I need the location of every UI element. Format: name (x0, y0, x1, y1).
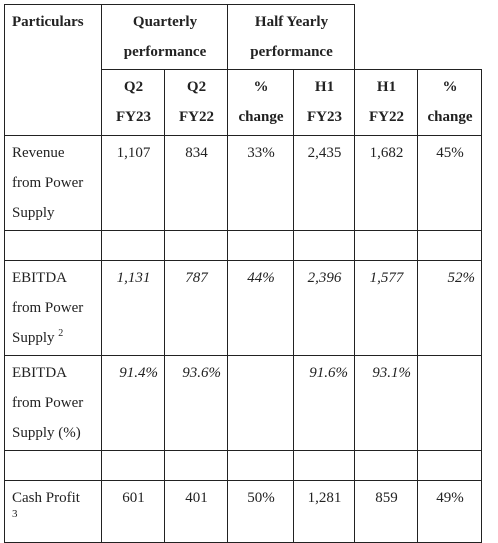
row-label: Revenue from Power Supply (4, 135, 102, 231)
empty-cell (227, 230, 294, 261)
table-cell (417, 355, 482, 451)
empty-cell (164, 230, 228, 261)
empty-cell (4, 230, 102, 261)
empty-cell (227, 450, 294, 481)
footnote-marker: 3 (12, 508, 18, 520)
table-cell: 1,682 (354, 135, 418, 231)
table-cell: 401 (164, 480, 228, 543)
table-cell: 1,281 (293, 480, 355, 543)
footnote-marker: 2 (58, 328, 64, 339)
row-label: EBITDA from Power Supply (%) (4, 355, 102, 451)
col-header-h1-fy23: H1 FY23 (293, 69, 355, 136)
header-row-columns: Q2 FY23 Q2 FY22 % change H1 FY23 H1 FY22… (5, 69, 482, 136)
table-row-spacer (4, 450, 482, 481)
row-label: EBITDA from Power Supply (12, 270, 84, 346)
row-label-cell: EBITDA from Power Supply 2 (4, 260, 102, 356)
table-cell: 1,107 (101, 135, 165, 231)
table-cell: 1,577 (354, 260, 418, 356)
header-row-groups: Particulars Quarterly performance Half Y… (4, 4, 482, 136)
table-cell: 1,131 (101, 260, 165, 356)
financial-table-container: Particulars Quarterly performance Half Y… (4, 4, 482, 543)
row-label-cell: Cash Profit 3 (4, 480, 102, 543)
col-header-h1-fy22: H1 FY22 (354, 69, 418, 136)
empty-cell (417, 230, 482, 261)
table-row-ebitda: EBITDA from Power Supply 2 1,131 787 44%… (4, 260, 482, 356)
header-quarterly-performance: Quarterly performance (101, 4, 228, 70)
row-label: Cash Profit (12, 490, 80, 506)
table-cell: 49% (417, 480, 482, 543)
empty-cell (4, 450, 102, 481)
header-half-yearly-performance: Half Yearly performance (227, 4, 355, 70)
col-header-h-change: % change (417, 69, 482, 136)
table-cell: 834 (164, 135, 228, 231)
table-row-ebitda-percent: EBITDA from Power Supply (%) 91.4% 93.6%… (4, 355, 482, 451)
header-empty-cell (418, 5, 482, 70)
empty-cell (164, 450, 228, 481)
table-cell: 2,435 (293, 135, 355, 231)
table-cell: 45% (417, 135, 482, 231)
table-cell: 601 (101, 480, 165, 543)
table-cell: 91.4% (101, 355, 165, 451)
table-row-spacer (4, 230, 482, 261)
col-header-q2-fy22: Q2 FY22 (164, 69, 228, 136)
table-cell (227, 355, 294, 451)
table-cell: 859 (354, 480, 418, 543)
empty-cell (101, 450, 165, 481)
header-particulars: Particulars (4, 4, 102, 136)
financial-performance-table: Particulars Quarterly performance Half Y… (4, 4, 482, 543)
empty-cell (293, 450, 355, 481)
table-cell: 44% (227, 260, 294, 356)
table-cell: 33% (227, 135, 294, 231)
table-cell: 787 (164, 260, 228, 356)
empty-cell (354, 450, 418, 481)
col-header-q2-fy23: Q2 FY23 (101, 69, 165, 136)
table-cell: 50% (227, 480, 294, 543)
table-row-cash-profit: Cash Profit 3 601 401 50% 1,281 859 49% (4, 480, 482, 543)
table-cell: 93.6% (164, 355, 228, 451)
table-cell: 93.1% (354, 355, 418, 451)
empty-cell (354, 230, 418, 261)
table-cell: 2,396 (293, 260, 355, 356)
col-header-q-change: % change (227, 69, 294, 136)
table-cell: 52% (417, 260, 482, 356)
empty-cell (417, 450, 482, 481)
empty-cell (293, 230, 355, 261)
header-empty-cell (355, 5, 418, 70)
table-row-revenue: Revenue from Power Supply 1,107 834 33% … (4, 135, 482, 231)
empty-cell (101, 230, 165, 261)
table-cell: 91.6% (293, 355, 355, 451)
